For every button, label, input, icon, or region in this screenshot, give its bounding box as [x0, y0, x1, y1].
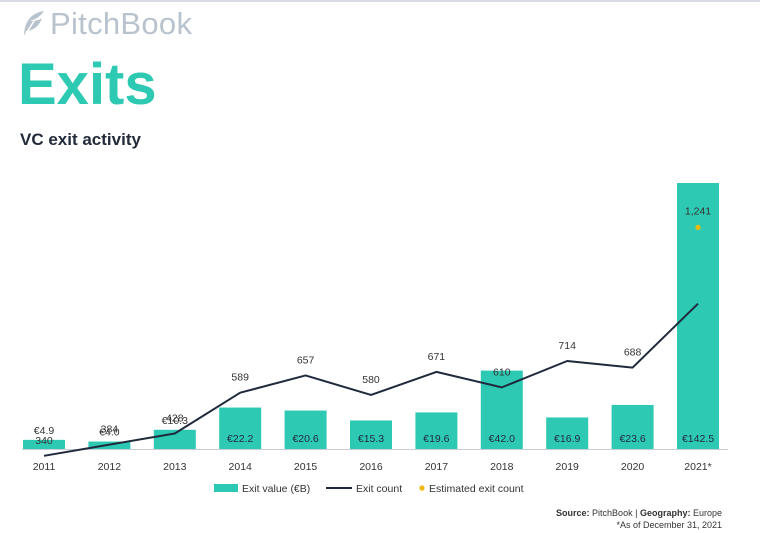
- legend-label-exit-value: Exit value (€B): [242, 483, 310, 495]
- x-tick-label-2018: 2018: [490, 461, 514, 473]
- source-text: PitchBook |: [592, 508, 638, 518]
- pitchbook-leaf-icon: [23, 11, 44, 38]
- exit-count-label-2013: 428: [166, 413, 184, 425]
- x-tick-label-2020: 2020: [621, 461, 645, 473]
- bar-label-2014: €22.2: [227, 433, 253, 445]
- source-label: Source:: [556, 508, 590, 518]
- chart-title: VC exit activity: [20, 130, 141, 149]
- x-tick-label-2016: 2016: [359, 461, 383, 473]
- exit-count-label-2014: 589: [231, 372, 249, 384]
- exit-count-label-2020: 688: [624, 347, 642, 359]
- logo-text: PitchBook: [50, 6, 193, 41]
- x-tick-label-2012: 2012: [98, 461, 122, 473]
- bar-label-2012: €4.0: [99, 427, 120, 439]
- page-title: Exits: [18, 52, 157, 117]
- x-tick-label-2019: 2019: [556, 461, 580, 473]
- bar-2020: [611, 404, 654, 449]
- legend-label-estimated: Estimated exit count: [429, 483, 524, 495]
- geography-label: Geography:: [639, 508, 691, 518]
- bar-label-2021*: €142.5: [682, 433, 714, 445]
- bar-label-2019: €16.9: [554, 433, 580, 445]
- bar-label-2011: €4.9: [34, 425, 55, 437]
- pitchbook-logo: PitchBook: [20, 6, 192, 42]
- bar-label-2015: €20.6: [292, 433, 318, 445]
- exit-count-label-2018: 610: [493, 366, 511, 378]
- as-of-note: *As of December 31, 2021: [616, 520, 722, 530]
- estimated-exit-count-point: [695, 224, 701, 231]
- bar-label-2013: €10.3: [162, 415, 188, 427]
- bar-2014: [219, 407, 262, 449]
- estimated-exit-count-label: 1,241: [685, 205, 711, 217]
- exit-count-label-2015: 657: [297, 354, 315, 366]
- x-tick-label-2013: 2013: [163, 461, 187, 473]
- bar-label-2017: €19.6: [423, 433, 449, 445]
- bar-2019: [546, 417, 589, 449]
- legend-swatch-estimated: [419, 485, 425, 491]
- bar-2021*: [677, 183, 719, 449]
- exit-count-label-2011: 340: [35, 435, 53, 447]
- x-tick-label-2017: 2017: [425, 461, 449, 473]
- bar-2011: [23, 439, 65, 449]
- bar-label-2016: €15.3: [358, 433, 384, 445]
- geography-text: Europe: [692, 508, 722, 518]
- legend-label-exit-count: Exit count: [356, 483, 402, 495]
- bar-label-2018: €42.0: [489, 433, 515, 445]
- exit-count-label-2019: 714: [558, 340, 576, 352]
- x-tick-label-2015: 2015: [294, 461, 318, 473]
- bar-2017: [415, 412, 458, 449]
- exit-count-label-2012: 384: [101, 424, 119, 436]
- x-tick-label-2021*: 2021*: [684, 461, 711, 473]
- bar-label-2020: €23.6: [619, 433, 645, 445]
- legend-swatch-exit-value: [214, 484, 238, 492]
- x-tick-label-2011: 2011: [33, 461, 56, 473]
- exit-count-label-2016: 580: [362, 374, 380, 386]
- exit-count-label-2017: 671: [428, 351, 446, 363]
- x-tick-label-2014: 2014: [229, 461, 253, 473]
- top-divider: [0, 0, 760, 2]
- bar-2016: [350, 420, 392, 449]
- exit-count-line: [43, 302, 699, 457]
- source-note: Source: PitchBook | Geography: Europe: [556, 508, 722, 518]
- bar-2015: [284, 410, 327, 449]
